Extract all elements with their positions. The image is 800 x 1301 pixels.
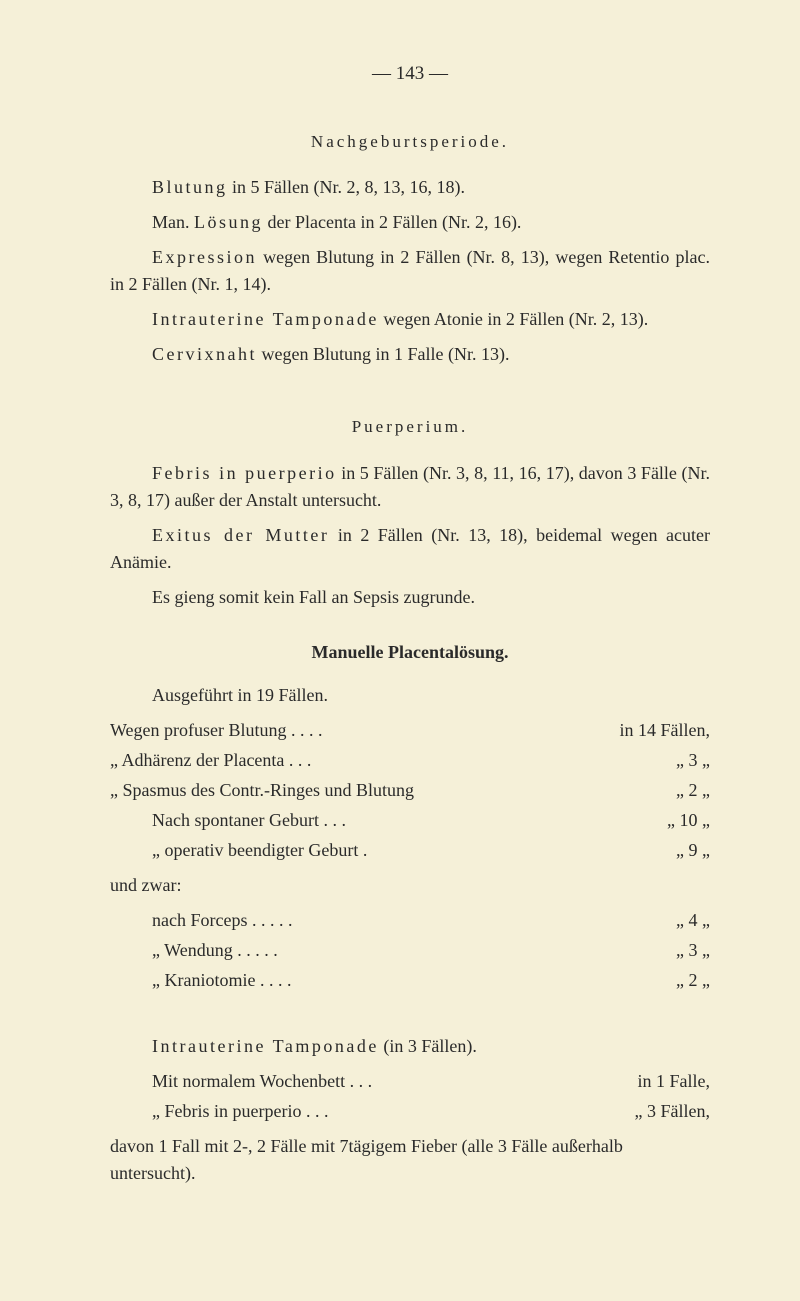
stat-value: „ 4 „: [668, 907, 710, 934]
stat-row: „ Kraniotomie . . . . „ 2 „: [110, 967, 710, 994]
paragraph-8: Es gieng somit kein Fall an Sepsis zugru…: [110, 584, 710, 611]
stat-row: Mit normalem Wochenbett . . . in 1 Falle…: [110, 1068, 710, 1095]
stat-row: Nach spontaner Geburt . . . „ 10 „: [110, 807, 710, 834]
stat-label: „ Spasmus des Contr.-Ringes und Blutung: [110, 777, 668, 804]
heading-manuelle: Manuelle Placentalösung.: [110, 639, 710, 666]
term-blutung: Blutung: [152, 177, 228, 197]
heading-nachgeburtsperiode: Nachgeburtsperiode.: [110, 129, 710, 155]
stat-value: in 14 Fällen,: [612, 717, 711, 744]
stat-label: „ operativ beendigter Geburt .: [152, 837, 668, 864]
stat-label: „ Febris in puerperio . . .: [152, 1098, 627, 1125]
stat-value: „ 9 „: [668, 837, 710, 864]
term-febris: Febris in puerperio: [152, 463, 337, 483]
paragraph-9: Ausgeführt in 19 Fällen.: [110, 682, 710, 709]
und-zwar: und zwar:: [110, 872, 710, 899]
term-intrauterine-tamponade: Intrauterine Tamponade: [152, 309, 379, 329]
stat-label: Wegen profuser Blutung . . . .: [110, 717, 612, 744]
stat-value: „ 3 Fällen,: [627, 1098, 710, 1125]
paragraph-2: Man. Lösung der Placenta in 2 Fällen (Nr…: [110, 209, 710, 236]
stat-label: „ Adhärenz der Placenta . . .: [110, 747, 668, 774]
stat-label: Mit normalem Wochenbett . . .: [152, 1068, 630, 1095]
stat-label: „ Kraniotomie . . . .: [152, 967, 668, 994]
text: in 5 Fällen (Nr. 2, 8, 13, 16, 18).: [228, 177, 465, 197]
stat-row: „ Spasmus des Contr.-Ringes und Blutung …: [110, 777, 710, 804]
paragraph-6: Febris in puerperio in 5 Fällen (Nr. 3, …: [110, 460, 710, 514]
paragraph-7: Exitus der Mutter in 2 Fällen (Nr. 13, 1…: [110, 522, 710, 576]
text: wegen Blutung in 1 Falle (Nr. 13).: [257, 344, 509, 364]
term-cervixnaht: Cervixnaht: [152, 344, 257, 364]
text: Man.: [152, 212, 194, 232]
stat-row: „ operativ beendigter Geburt . „ 9 „: [110, 837, 710, 864]
paragraph-11: davon 1 Fall mit 2-, 2 Fälle mit 7tägige…: [110, 1133, 710, 1187]
stat-row: „ Wendung . . . . . „ 3 „: [110, 937, 710, 964]
stat-value: „ 3 „: [668, 747, 710, 774]
stat-label: Nach spontaner Geburt . . .: [152, 807, 659, 834]
paragraph-10: Intrauterine Tamponade (in 3 Fällen).: [110, 1033, 710, 1060]
paragraph-4: Intrauterine Tamponade wegen Atonie in 2…: [110, 306, 710, 333]
text: (in 3 Fällen).: [379, 1036, 477, 1056]
stat-row: nach Forceps . . . . . „ 4 „: [110, 907, 710, 934]
heading-puerperium: Puerperium.: [110, 414, 710, 440]
stat-value: „ 2 „: [668, 967, 710, 994]
term-expression: Expression: [152, 247, 257, 267]
stat-label: nach Forceps . . . . .: [152, 907, 668, 934]
paragraph-3: Expression wegen Blutung in 2 Fällen (Nr…: [110, 244, 710, 298]
page-number: — 143 —: [110, 60, 710, 89]
paragraph-5: Cervixnaht wegen Blutung in 1 Falle (Nr.…: [110, 341, 710, 368]
term-exitus: Exitus der Mutter: [152, 525, 329, 545]
stat-value: „ 3 „: [668, 937, 710, 964]
stat-value: in 1 Falle,: [630, 1068, 711, 1095]
term-loesung: Lösung: [194, 212, 263, 232]
paragraph-1: Blutung in 5 Fällen (Nr. 2, 8, 13, 16, 1…: [110, 174, 710, 201]
stat-row: „ Febris in puerperio . . . „ 3 Fällen,: [110, 1098, 710, 1125]
stat-row: „ Adhärenz der Placenta . . . „ 3 „: [110, 747, 710, 774]
stat-value: „ 2 „: [668, 777, 710, 804]
page-container: — 143 — Nachgeburtsperiode. Blutung in 5…: [0, 0, 800, 1255]
text: wegen Atonie in 2 Fällen (Nr. 2, 13).: [379, 309, 648, 329]
term-intrauterine-tamponade-2: Intrauterine Tamponade: [152, 1036, 379, 1056]
stat-row: Wegen profuser Blutung . . . . in 14 Fäl…: [110, 717, 710, 744]
stat-label: „ Wendung . . . . .: [152, 937, 668, 964]
stat-value: „ 10 „: [659, 807, 710, 834]
text: der Placenta in 2 Fällen (Nr. 2, 16).: [263, 212, 521, 232]
